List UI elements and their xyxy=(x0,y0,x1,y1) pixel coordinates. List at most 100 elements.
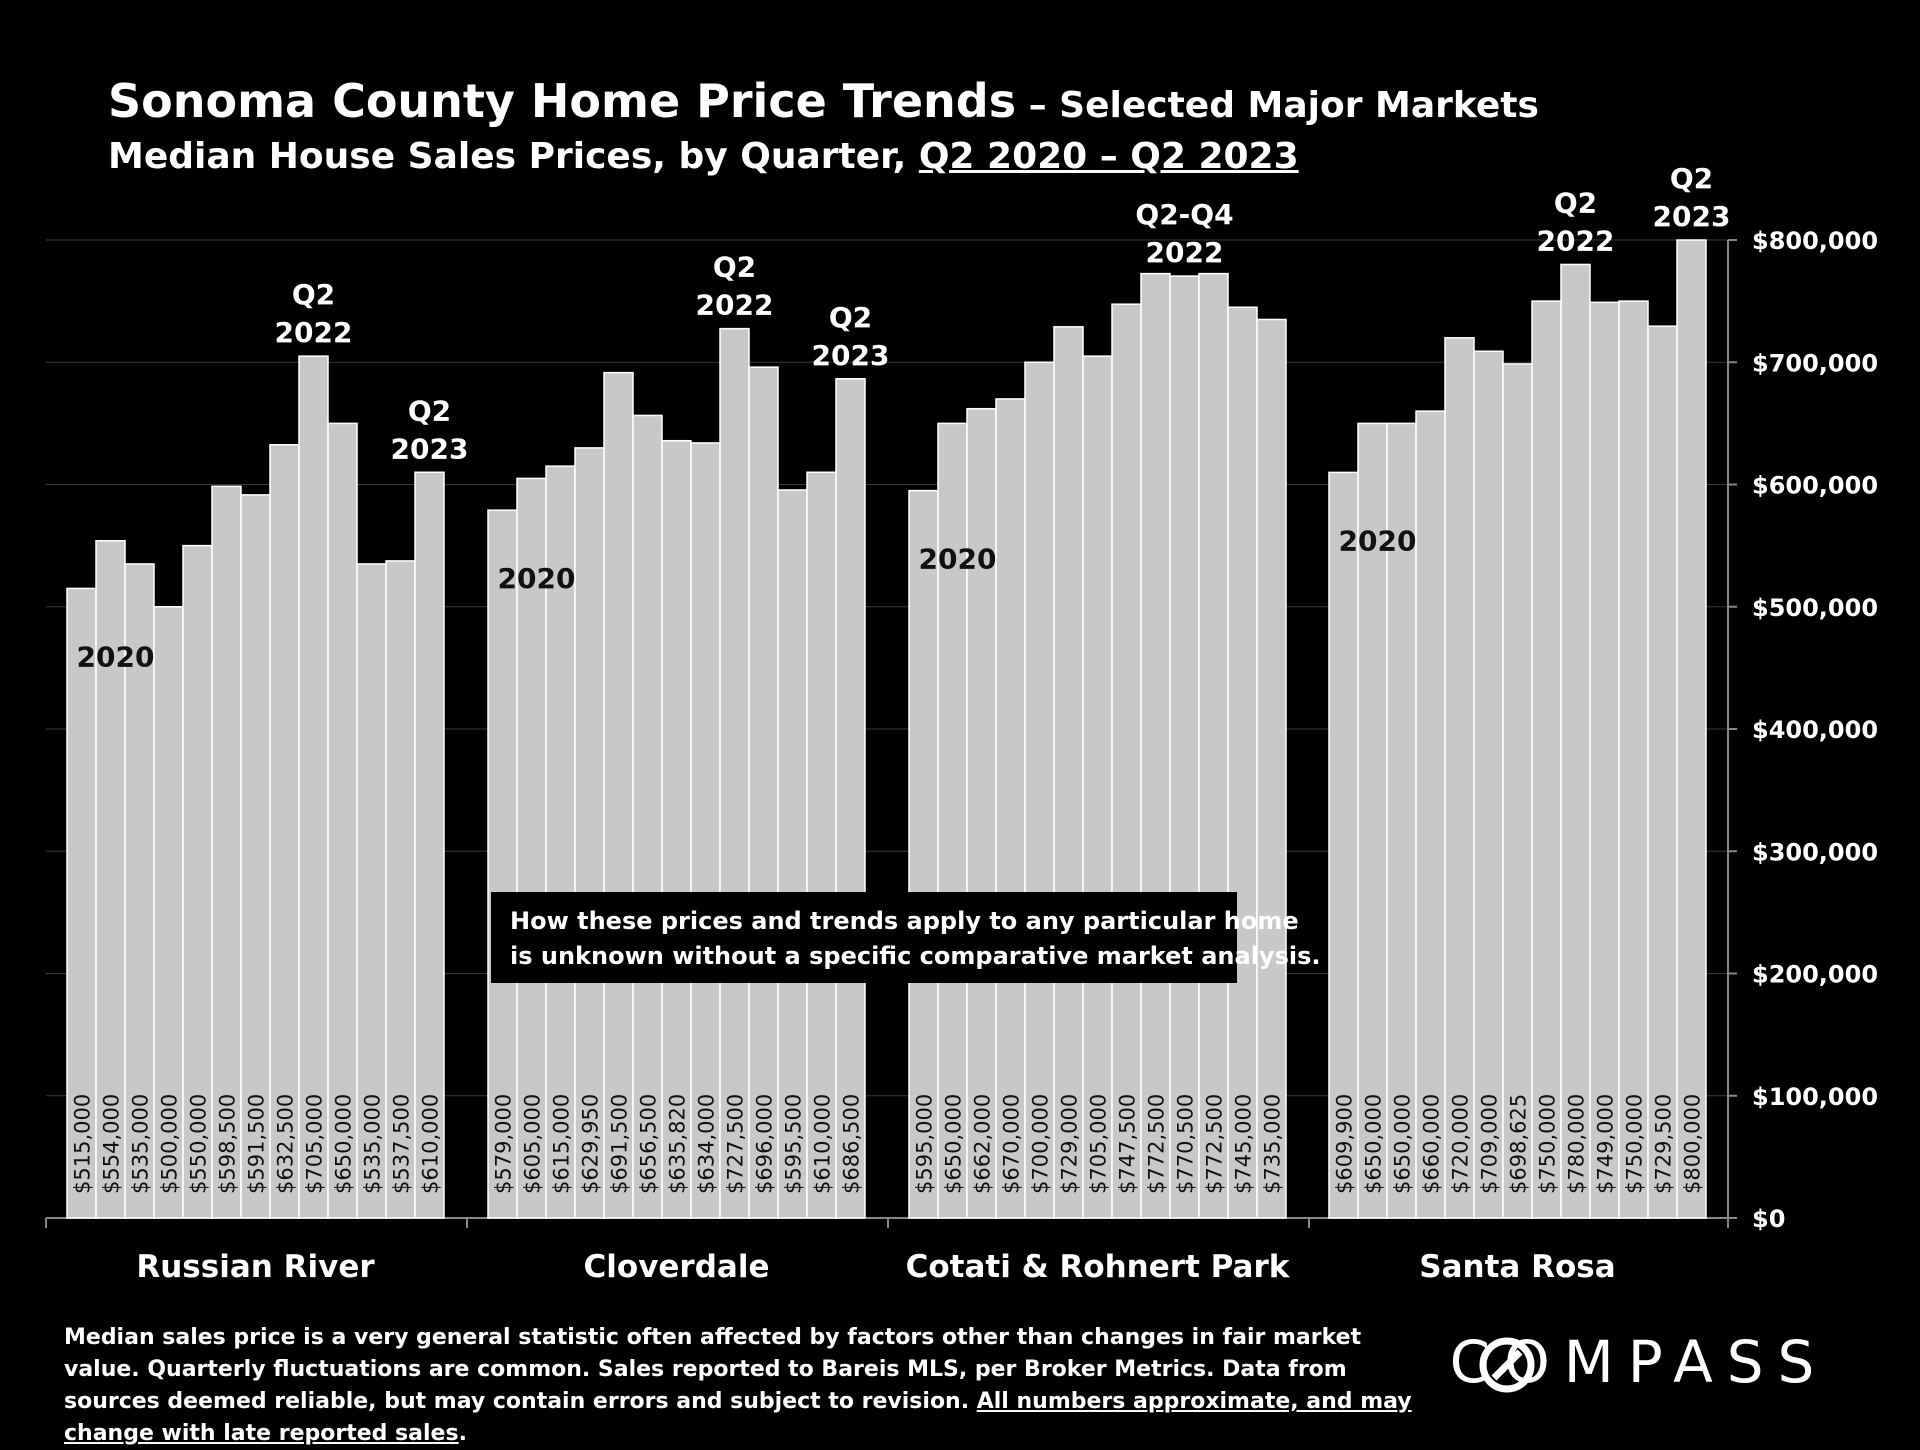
bar xyxy=(269,444,300,1219)
bar xyxy=(124,563,155,1219)
bar xyxy=(1473,350,1504,1219)
data-label: $535,000 xyxy=(129,1094,153,1194)
data-label: $729,500 xyxy=(1652,1094,1676,1194)
bar xyxy=(777,489,808,1219)
year-annotation: 2020 xyxy=(498,562,576,595)
data-label: $656,500 xyxy=(637,1094,661,1194)
compass-logo-wordmark: COMPASS xyxy=(1450,1328,1829,1396)
bar xyxy=(182,544,213,1219)
bar xyxy=(487,509,518,1219)
peak-annotation: Q2-Q4 xyxy=(1135,198,1233,231)
data-label: $605,000 xyxy=(521,1094,545,1194)
bar xyxy=(1357,422,1388,1219)
bar xyxy=(1111,303,1142,1219)
data-label: $709,000 xyxy=(1478,1094,1502,1194)
peak-annotation: Q2 xyxy=(1670,162,1713,195)
data-label: $691,500 xyxy=(608,1094,632,1194)
data-label: $629,950 xyxy=(579,1094,603,1194)
peak-annotation: 2023 xyxy=(1653,200,1731,233)
category-label: Russian River xyxy=(136,1249,375,1285)
bar xyxy=(240,494,271,1219)
y-tick-label: $600,000 xyxy=(1752,472,1878,500)
data-label: $537,500 xyxy=(390,1094,414,1194)
notice-line-1: How these prices and trends apply to any… xyxy=(510,907,1299,935)
data-label: $535,000 xyxy=(361,1094,385,1194)
year-annotation: 2020 xyxy=(77,640,155,673)
bar xyxy=(95,539,126,1219)
footnote: Median sales price is a very general sta… xyxy=(64,1322,1424,1450)
bar xyxy=(1169,275,1200,1219)
bar xyxy=(1560,263,1591,1219)
bar xyxy=(385,560,416,1219)
data-label: $747,500 xyxy=(1116,1094,1140,1194)
data-label: $579,000 xyxy=(492,1094,516,1194)
peak-annotation: 2022 xyxy=(1146,236,1224,269)
data-label: $780,000 xyxy=(1565,1094,1589,1194)
data-label: $595,000 xyxy=(913,1094,937,1194)
chart-title-suffix: – Selected Major Markets xyxy=(1016,85,1539,126)
peak-annotation: Q2 xyxy=(829,301,872,334)
category-label: Cloverdale xyxy=(584,1249,770,1285)
bar xyxy=(1082,355,1113,1219)
peak-annotation: Q2 xyxy=(408,394,451,427)
footnote-text: Median sales price is a very general sta… xyxy=(64,1325,1362,1414)
bar xyxy=(937,422,968,1219)
bar xyxy=(414,471,445,1219)
y-tick-label: $200,000 xyxy=(1752,961,1878,989)
chart-subtitle-range: Q2 2020 – Q2 2023 xyxy=(918,136,1299,177)
data-label: $554,000 xyxy=(100,1094,124,1194)
data-label: $610,000 xyxy=(419,1094,443,1194)
bar xyxy=(908,489,939,1219)
peak-annotation: Q2 xyxy=(713,251,756,284)
category-label: Cotati & Rohnert Park xyxy=(906,1249,1291,1285)
data-label: $772,500 xyxy=(1145,1094,1169,1194)
notice-line-2: is unknown without a specific comparativ… xyxy=(510,942,1321,970)
data-label: $735,000 xyxy=(1261,1094,1285,1194)
peak-annotation: Q2 xyxy=(1554,186,1597,219)
bar xyxy=(327,422,358,1219)
chart-title: Sonoma County Home Price Trends – Select… xyxy=(108,74,1539,128)
bar xyxy=(1024,361,1055,1219)
bar xyxy=(356,563,387,1219)
bar xyxy=(1198,272,1229,1219)
data-label: $598,500 xyxy=(216,1094,240,1194)
bar xyxy=(719,327,750,1219)
data-label: $670,000 xyxy=(1000,1094,1024,1194)
bar xyxy=(1227,306,1258,1219)
y-tick-label: $400,000 xyxy=(1752,716,1878,744)
data-label: $686,500 xyxy=(840,1094,864,1194)
bar xyxy=(66,587,97,1219)
bar xyxy=(603,371,634,1219)
bar xyxy=(835,378,866,1219)
bar xyxy=(1676,239,1707,1219)
footnote-end: . xyxy=(458,1421,467,1446)
data-label: $610,000 xyxy=(811,1094,835,1194)
category-label: Santa Rosa xyxy=(1419,1249,1615,1285)
data-label: $750,000 xyxy=(1623,1094,1647,1194)
bar xyxy=(545,465,576,1219)
peak-annotation: 2022 xyxy=(696,289,774,322)
bar xyxy=(1618,300,1649,1219)
bar xyxy=(690,442,721,1219)
data-label: $635,820 xyxy=(666,1094,690,1194)
data-label: $650,000 xyxy=(332,1094,356,1194)
data-label: $662,000 xyxy=(971,1094,995,1194)
y-tick-label: $300,000 xyxy=(1752,838,1878,866)
peak-annotation: 2022 xyxy=(275,316,353,349)
data-label: $550,000 xyxy=(187,1094,211,1194)
data-label: $698,625 xyxy=(1507,1094,1531,1194)
data-label: $696,000 xyxy=(753,1094,777,1194)
bar xyxy=(748,366,779,1219)
data-label: $745,000 xyxy=(1232,1094,1256,1194)
bar xyxy=(661,439,692,1219)
data-label: $632,500 xyxy=(274,1094,298,1194)
data-label: $720,000 xyxy=(1449,1094,1473,1194)
data-label: $591,500 xyxy=(245,1094,269,1194)
y-tick-label: $100,000 xyxy=(1752,1083,1878,1111)
bar xyxy=(1647,325,1678,1219)
data-label: $750,000 xyxy=(1536,1094,1560,1194)
bar xyxy=(1256,318,1287,1219)
data-label: $660,000 xyxy=(1420,1094,1444,1194)
bar xyxy=(516,477,547,1219)
y-tick-label: $700,000 xyxy=(1752,349,1878,377)
